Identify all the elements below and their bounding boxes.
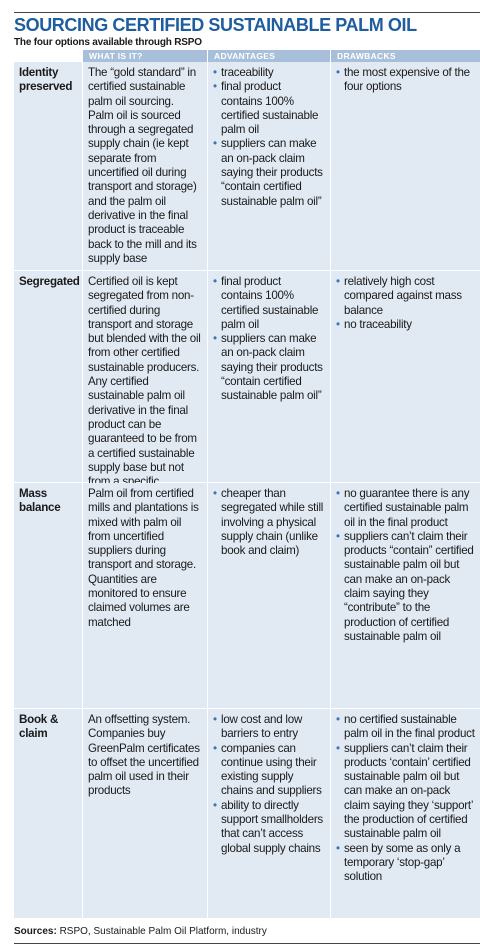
bullet-item: final product contains 100% certified su… bbox=[213, 275, 325, 332]
bullet-item: companies can continue using their exist… bbox=[213, 742, 325, 799]
bullet-item: the most expensive of the four options bbox=[336, 66, 475, 95]
drawbacks: the most expensive of the four options bbox=[331, 62, 480, 270]
advantages-list: cheaper than segregated while still invo… bbox=[213, 487, 325, 558]
advantages-list: final product contains 100% certified su… bbox=[213, 275, 325, 404]
drawbacks: no certified sustainable palm oil in the… bbox=[331, 709, 480, 918]
drawbacks-list: no certified sustainable palm oil in the… bbox=[336, 713, 475, 885]
bullet-item: relatively high cost compared against ma… bbox=[336, 275, 475, 318]
bullet-item: cheaper than segregated while still invo… bbox=[213, 487, 325, 558]
row-label: Mass balance bbox=[14, 483, 82, 708]
column-header: ADVANTAGES bbox=[208, 50, 330, 62]
drawbacks: relatively high cost compared against ma… bbox=[331, 271, 480, 482]
description: An offsetting system. Companies buy Gree… bbox=[83, 709, 207, 918]
advantages-list: traceabilityfinal product contains 100% … bbox=[213, 66, 325, 209]
sources: Sources: RSPO, Sustainable Palm Oil Plat… bbox=[14, 926, 267, 937]
drawbacks: no guarantee there is any certified sust… bbox=[331, 483, 480, 708]
column-header: DRAWBACKS bbox=[331, 50, 480, 62]
rule bbox=[14, 943, 480, 944]
bullet-item: seen by some as only a temporary ‘stop-g… bbox=[336, 842, 475, 885]
drawbacks-list: no guarantee there is any certified sust… bbox=[336, 487, 475, 644]
advantages: final product contains 100% certified su… bbox=[208, 271, 330, 482]
row-label: Identity preserved bbox=[14, 62, 82, 270]
row-label: Book & claim bbox=[14, 709, 82, 918]
drawbacks-list: relatively high cost compared against ma… bbox=[336, 275, 475, 332]
description: Certified oil is kept segregated from no… bbox=[83, 271, 207, 502]
subtitle: The four options available through RSPO bbox=[14, 37, 202, 48]
title: SOURCING CERTIFIED SUSTAINABLE PALM OIL bbox=[14, 15, 417, 35]
bullet-item: final product contains 100% certified su… bbox=[213, 80, 325, 137]
advantages: low cost and low barriers to entrycompan… bbox=[208, 709, 330, 918]
advantages: cheaper than segregated while still invo… bbox=[208, 483, 330, 708]
column-header: WHAT IS IT? bbox=[83, 50, 207, 62]
rule bbox=[14, 12, 480, 13]
bullet-item: no guarantee there is any certified sust… bbox=[336, 487, 475, 530]
bullet-item: no traceability bbox=[336, 318, 475, 333]
bullet-item: low cost and low barriers to entry bbox=[213, 713, 325, 742]
advantages: traceabilityfinal product contains 100% … bbox=[208, 62, 330, 270]
sources-label: Sources: bbox=[14, 926, 57, 937]
advantages-list: low cost and low barriers to entrycompan… bbox=[213, 713, 325, 856]
bullet-item: no certified sustainable palm oil in the… bbox=[336, 713, 475, 742]
drawbacks-list: the most expensive of the four options bbox=[336, 66, 475, 95]
description: The “gold standard” in certified sustain… bbox=[83, 62, 207, 270]
bullet-item: traceability bbox=[213, 66, 325, 81]
sources-text: RSPO, Sustainable Palm Oil Platform, ind… bbox=[59, 926, 267, 937]
bullet-item: suppliers can’t claim their products “co… bbox=[336, 530, 475, 644]
row-label: Segregated bbox=[14, 271, 82, 482]
bullet-item: suppliers can make an on-pack claim sayi… bbox=[213, 137, 325, 208]
bullet-item: suppliers can make an on-pack claim sayi… bbox=[213, 332, 325, 403]
bullet-item: suppliers can’t claim their products ‘co… bbox=[336, 742, 475, 842]
description: Palm oil from certified mills and planta… bbox=[83, 483, 207, 708]
bullet-item: ability to directly support smallholders… bbox=[213, 799, 325, 856]
